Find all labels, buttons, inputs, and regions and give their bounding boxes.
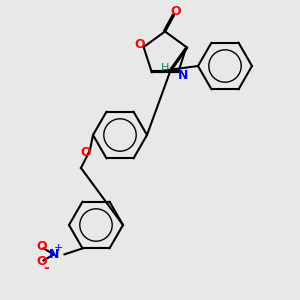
Text: N: N [178,69,188,82]
Text: O: O [135,38,145,50]
Text: +: + [54,243,63,254]
Text: O: O [170,5,181,18]
Text: O: O [80,146,91,160]
Text: O: O [37,255,47,268]
Text: H: H [161,63,170,73]
Text: O: O [37,240,47,254]
Text: -: - [44,261,50,275]
Text: N: N [49,248,59,261]
